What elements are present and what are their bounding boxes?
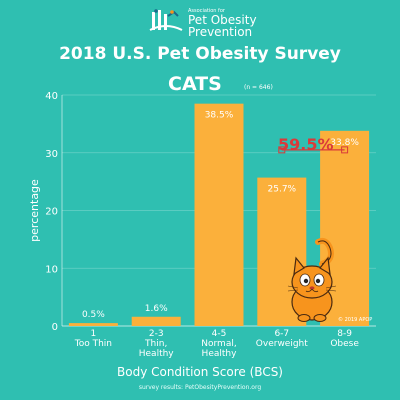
x-tick-label: 1	[91, 329, 97, 339]
cat-illustration-icon	[287, 237, 337, 322]
y-axis-title: percentage	[28, 179, 41, 242]
chart-title: 2018 U.S. Pet Obesity Survey	[59, 44, 341, 64]
callout-bracket-marker	[278, 146, 286, 154]
bar-value-label: 1.6%	[145, 304, 168, 314]
y-tick-label: 10	[45, 264, 58, 275]
x-tick-label: Normal,	[201, 339, 236, 349]
callout-bracket-marker	[341, 146, 349, 154]
bar-value-label: 0.5%	[82, 310, 105, 320]
overweight-obese-total-callout: 59.5%	[278, 135, 334, 154]
x-tick-label: Obese	[330, 339, 359, 349]
bar	[131, 316, 181, 326]
y-tick-label: 30	[45, 149, 58, 160]
bar	[68, 323, 118, 326]
y-tick-label: 20	[45, 207, 58, 218]
sample-size-note: (n = 646)	[244, 84, 273, 91]
chart-subtitle: CATS	[168, 73, 222, 95]
x-tick-label: 8-9	[337, 329, 352, 339]
logo-figures-icon	[149, 9, 183, 31]
x-tick-label: Healthy	[202, 349, 238, 359]
x-tick-label: Healthy	[139, 349, 175, 359]
x-tick-label: 6-7	[274, 329, 289, 339]
copyright-note: © 2019 APOP	[338, 317, 373, 323]
x-tick-label: 4-5	[212, 329, 227, 339]
x-tick-label: Too Thin	[74, 339, 112, 349]
bar	[194, 103, 244, 326]
x-tick-label: Thin,	[144, 339, 167, 349]
logo-line-1: Pet Obesity	[188, 13, 257, 27]
y-tick-label: 40	[45, 91, 58, 102]
bar-value-label: 33.8%	[330, 138, 359, 148]
apop-logo: Association for Pet Obesity Prevention	[148, 6, 258, 39]
bar-value-label: 25.7%	[268, 185, 297, 195]
source-note: survey results: PetObesityPrevention.org	[138, 384, 262, 391]
bar-value-label: 38.5%	[205, 111, 234, 121]
x-axis-title: Body Condition Score (BCS)	[117, 365, 283, 379]
logo-line-2: Prevention	[188, 25, 253, 39]
x-tick-label: 2-3	[149, 329, 164, 339]
y-tick-label: 0	[52, 322, 58, 333]
x-tick-label: Overweight	[256, 339, 308, 349]
logo-association-text: Association for	[188, 8, 225, 14]
